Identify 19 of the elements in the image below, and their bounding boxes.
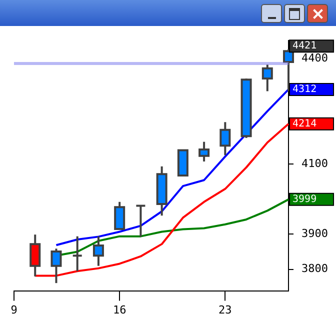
candlestick [220, 121, 231, 156]
candlestick [262, 63, 273, 92]
data-label: 4312 [292, 84, 317, 96]
y-tick-label: 3900 [302, 227, 328, 240]
candlestick [198, 140, 210, 162]
data-label: 3999 [292, 194, 317, 206]
data-label: 4214 [292, 118, 317, 130]
text: 4421 [292, 40, 317, 52]
y-tick-label: 3800 [302, 262, 328, 276]
y-tick-label: 4100 [302, 156, 328, 170]
x-tick-label: 23 [218, 303, 232, 316]
candlestick [135, 204, 146, 238]
candlestick [114, 200, 126, 232]
x-tick-label: 9 [10, 303, 18, 316]
y-tick-label: 4400 [302, 51, 328, 64]
candlestick [92, 235, 104, 267]
candlestick [72, 235, 83, 272]
candlestick [50, 248, 62, 284]
x-tick-label: 16 [112, 303, 126, 316]
